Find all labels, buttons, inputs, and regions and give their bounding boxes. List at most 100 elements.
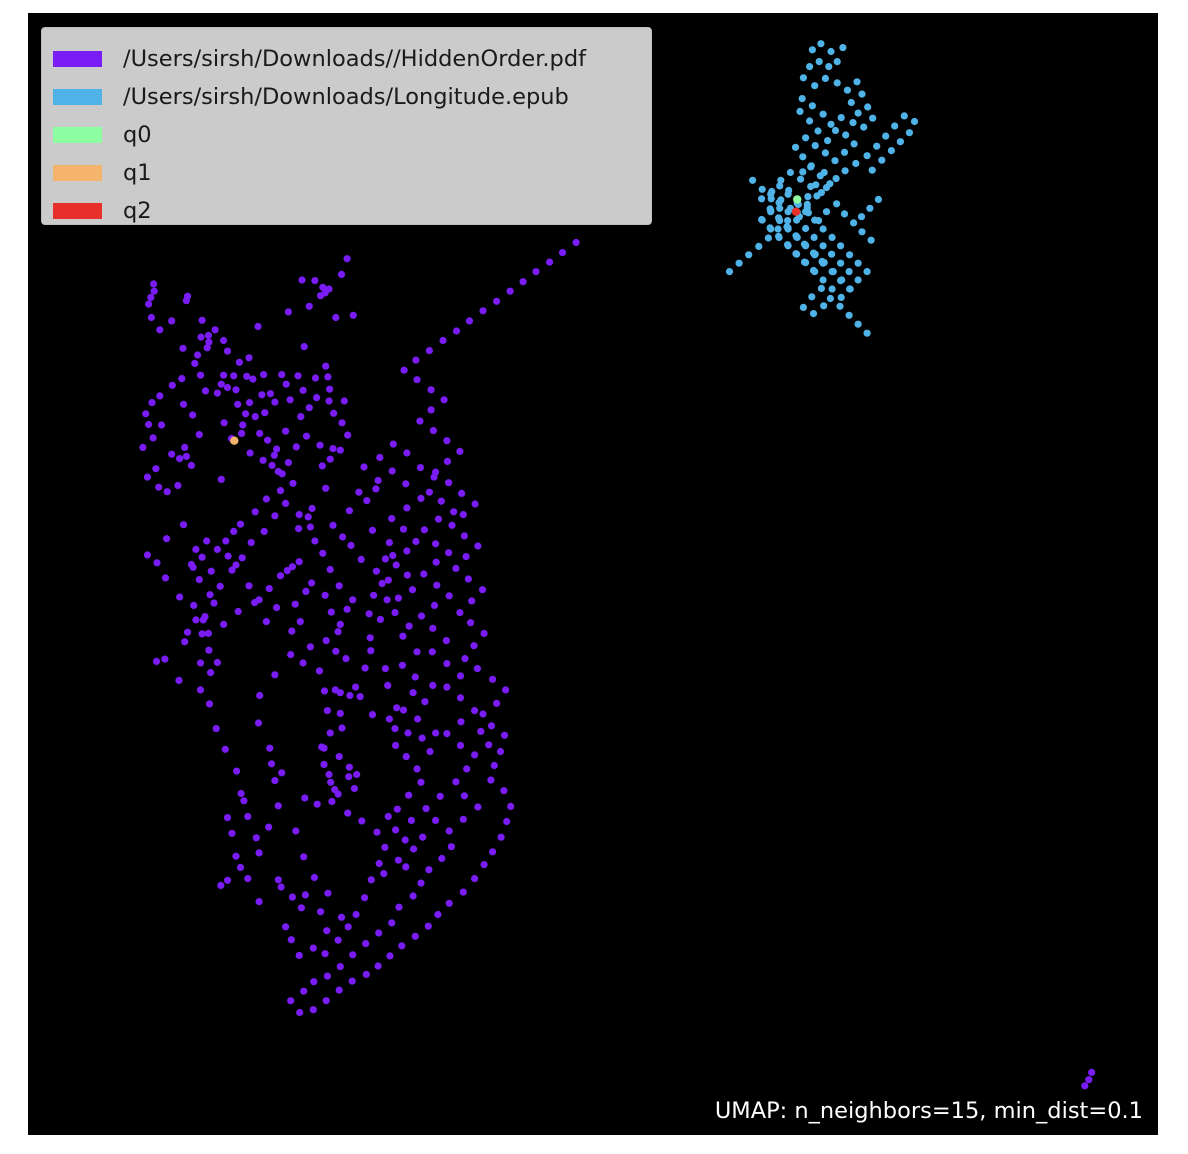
scatter-point — [822, 184, 831, 192]
scatter-point — [349, 951, 357, 959]
scatter-point — [198, 316, 206, 324]
scatter-point — [336, 620, 344, 629]
scatter-point — [325, 770, 333, 779]
scatter-point — [399, 525, 408, 533]
scatter-point — [150, 287, 158, 295]
scatter-point — [802, 224, 810, 233]
scatter-point — [374, 962, 382, 970]
scatter-point — [277, 883, 285, 891]
scatter-point — [204, 629, 212, 638]
scatter-point — [190, 601, 198, 610]
scatter-point — [205, 700, 214, 708]
scatter-point — [850, 140, 858, 148]
scatter-point — [506, 287, 514, 295]
legend-item-q1: q1 — [53, 158, 152, 188]
scatter-point — [346, 691, 354, 700]
scatter-point — [814, 127, 822, 135]
scatter-point — [388, 467, 396, 475]
scatter-point — [325, 397, 333, 405]
scatter-point — [326, 729, 334, 737]
scatter-point — [755, 242, 763, 250]
scatter-point — [366, 634, 374, 642]
scatter-point — [268, 461, 276, 469]
scatter-point — [837, 114, 845, 122]
legend-swatch — [53, 51, 102, 67]
scatter-point — [179, 344, 187, 352]
scatter-point — [210, 599, 218, 607]
scatter-point — [450, 508, 458, 516]
scatter-point — [201, 613, 209, 621]
scatter-point — [811, 251, 819, 259]
scatter-point — [480, 629, 488, 638]
scatter-point — [489, 848, 497, 856]
scatter-point — [425, 866, 433, 874]
scatter-point — [854, 320, 862, 328]
scatter-point — [230, 372, 238, 380]
scatter-point — [306, 523, 314, 531]
scatter-point — [345, 773, 353, 781]
scatter-point — [817, 40, 825, 48]
scatter-point — [337, 270, 346, 278]
scatter-point — [412, 356, 420, 364]
scatter-point — [445, 827, 453, 835]
scatter-point — [264, 436, 272, 444]
scatter-point — [282, 427, 290, 435]
scatter-point — [282, 923, 290, 931]
scatter-point — [203, 344, 211, 352]
scatter-point — [357, 555, 365, 564]
legend-label: /Users/sirsh/Downloads/Longitude.epub — [123, 84, 569, 110]
scatter-point — [735, 259, 743, 267]
scatter-point — [320, 760, 328, 769]
scatter-point — [265, 823, 273, 831]
scatter-point — [404, 729, 412, 737]
scatter-point — [784, 208, 792, 216]
scatter-point — [260, 527, 268, 536]
scatter-point — [878, 156, 886, 164]
scatter-point — [310, 978, 318, 986]
scatter-point — [291, 600, 299, 608]
scatter-point — [233, 767, 241, 775]
legend-swatch — [53, 165, 102, 181]
scatter-point — [490, 761, 498, 770]
scatter-point — [238, 554, 246, 562]
scatter-point — [725, 268, 734, 276]
scatter-point — [350, 784, 358, 793]
scatter-point — [310, 873, 318, 882]
scatter-point — [220, 336, 228, 345]
scatter-point — [302, 432, 311, 440]
scatter-point — [820, 168, 828, 177]
scatter-point — [398, 661, 406, 669]
scatter-point — [327, 778, 335, 786]
scatter-point — [178, 375, 186, 383]
scatter-point — [232, 561, 240, 569]
scatter-point — [363, 497, 371, 505]
scatter-point — [432, 468, 440, 476]
scatter-point — [189, 411, 197, 419]
scatter-point — [784, 217, 792, 225]
scatter-point — [841, 167, 849, 175]
scatter-point — [352, 683, 360, 691]
scatter-point — [220, 419, 228, 427]
scatter-point — [328, 797, 336, 806]
scatter-point — [493, 297, 501, 305]
scatter-point — [429, 681, 437, 690]
scatter-point — [793, 216, 801, 224]
scatter-point — [799, 168, 807, 176]
scatter-point — [389, 551, 397, 560]
scatter-point — [347, 541, 355, 550]
scatter-point — [336, 689, 344, 697]
scatter-point — [403, 504, 411, 512]
scatter-point — [255, 596, 263, 604]
scatter-point — [833, 79, 841, 87]
scatter-point — [405, 622, 413, 630]
scatter-point — [402, 753, 410, 761]
scatter-point — [274, 467, 282, 476]
scatter-point — [767, 225, 775, 233]
scatter-point — [176, 455, 184, 463]
scatter-point — [300, 987, 308, 995]
scatter-point — [309, 944, 317, 952]
scatter-point — [471, 751, 479, 759]
scatter-point — [336, 709, 344, 718]
scatter-point — [854, 276, 862, 284]
scatter-point — [336, 446, 344, 454]
